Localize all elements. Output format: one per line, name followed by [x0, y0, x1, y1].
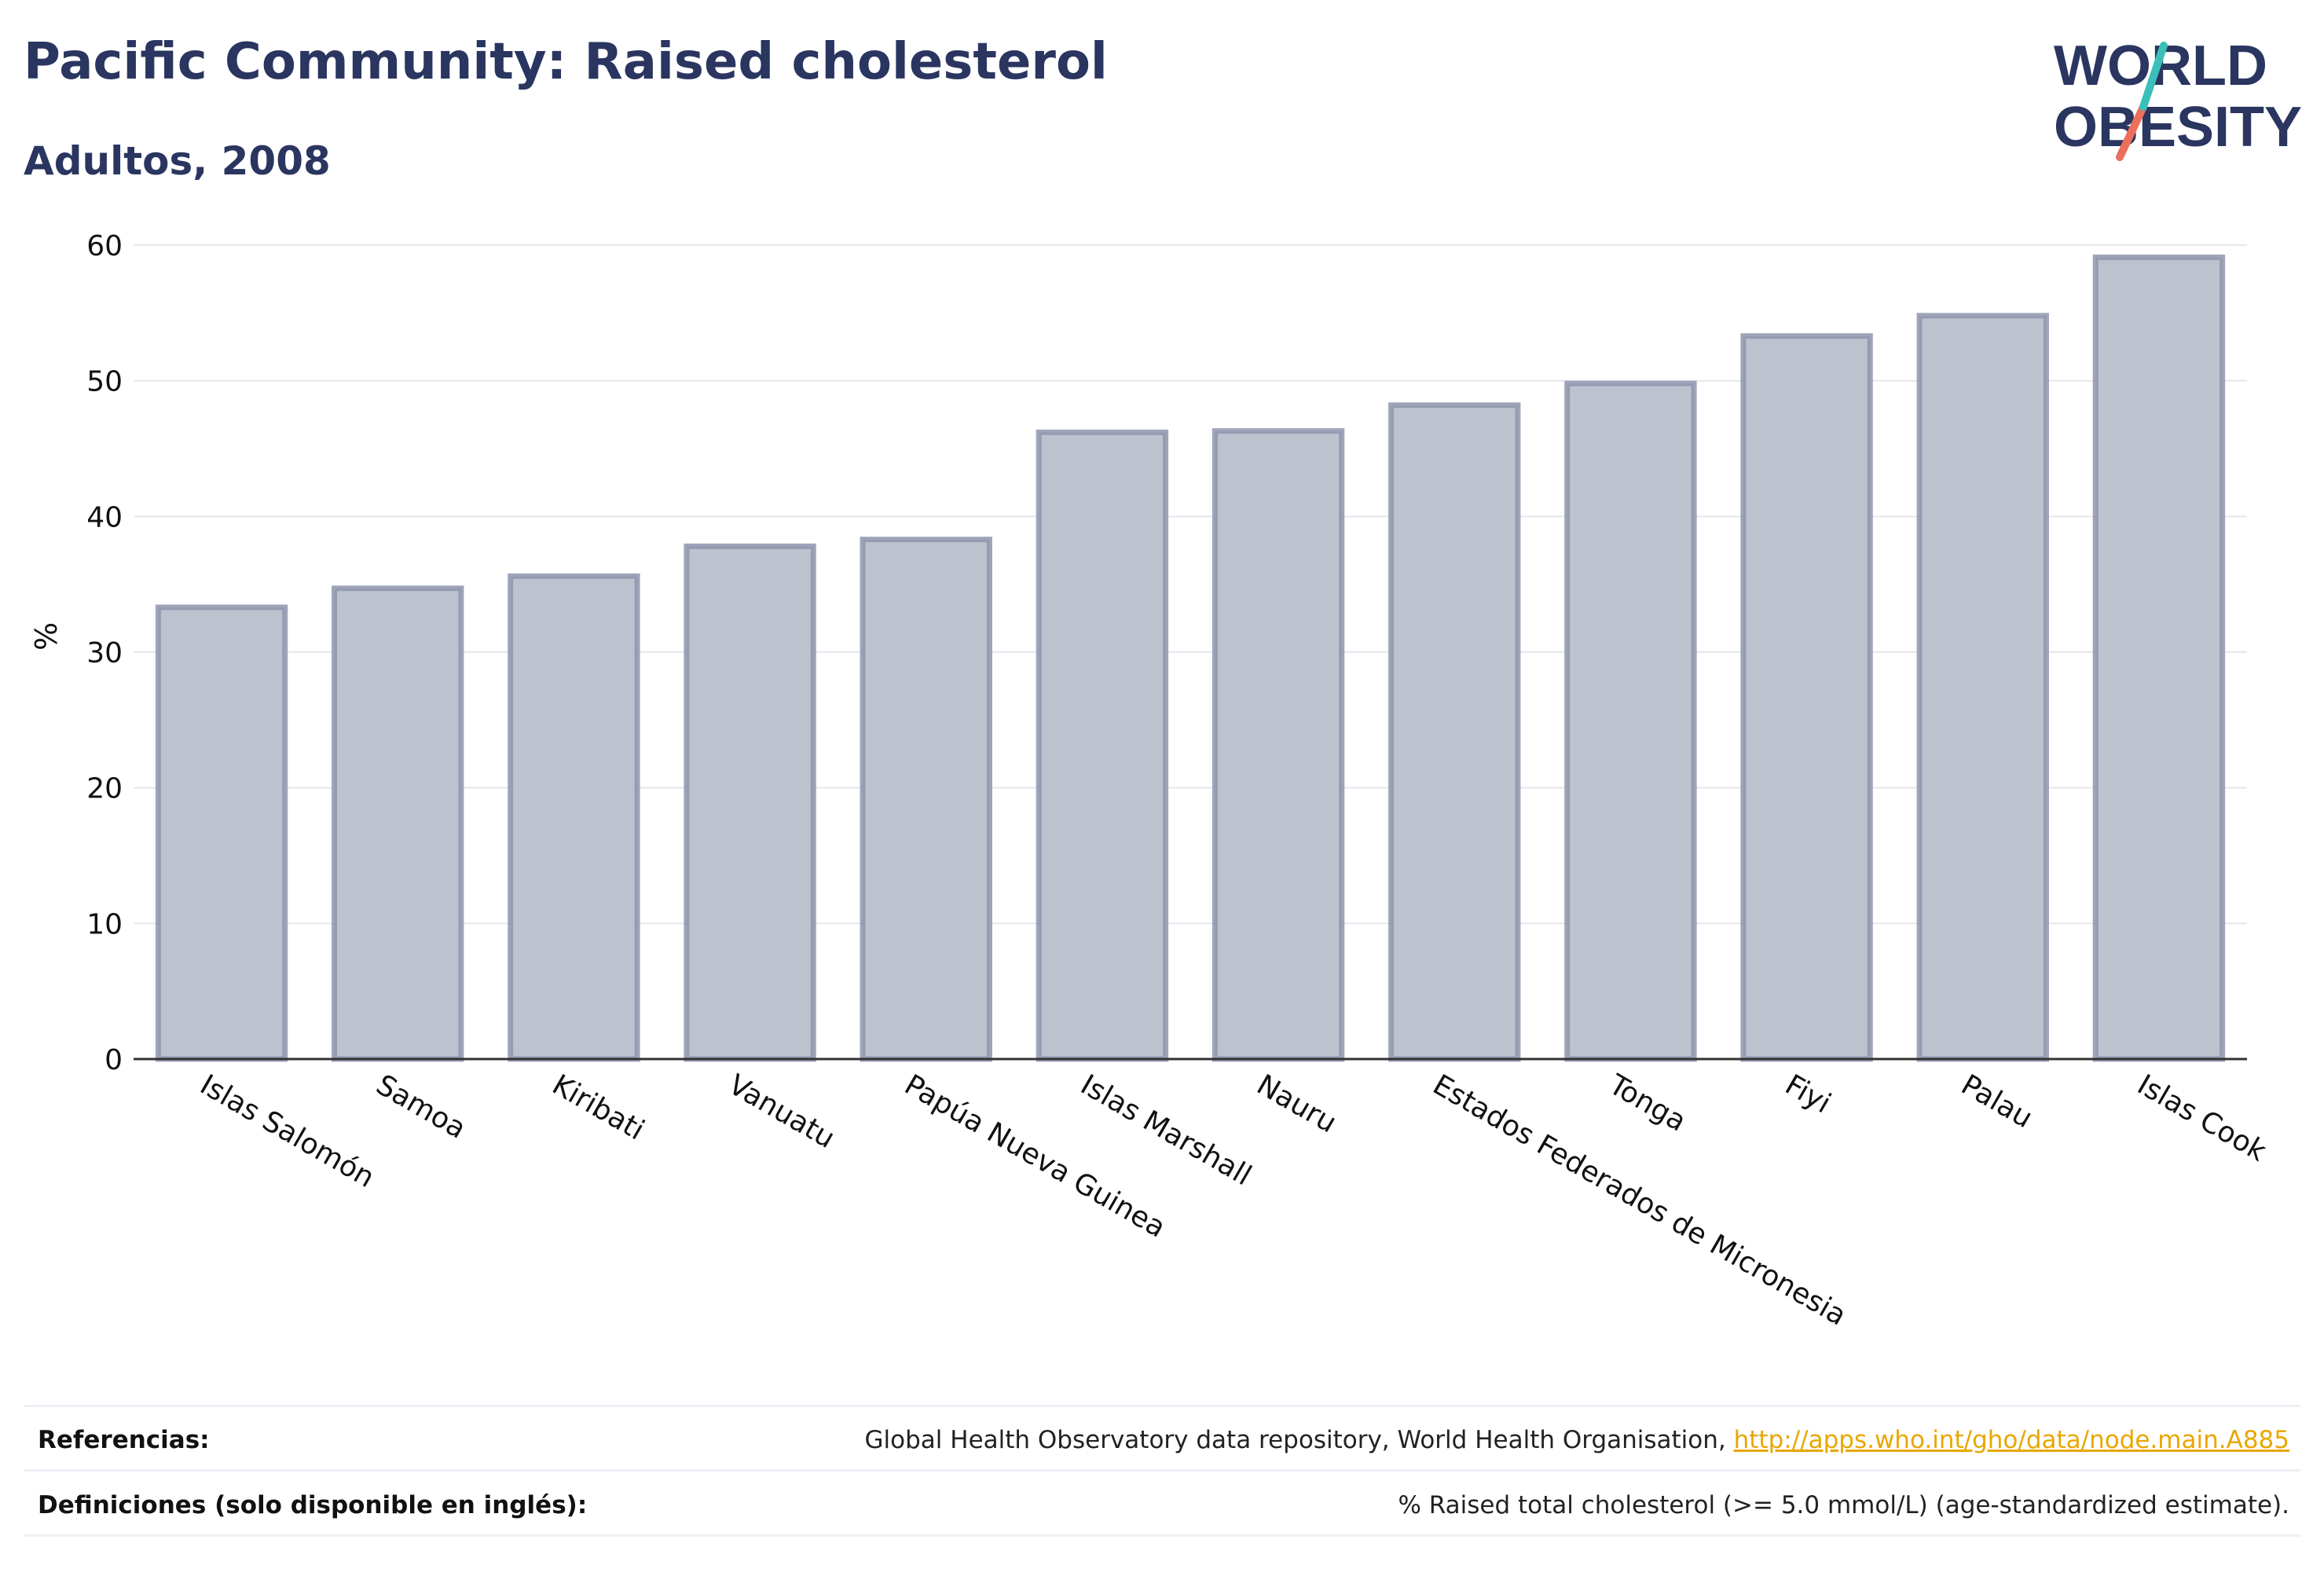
bar — [1211, 428, 1345, 1062]
footer-divider-top — [24, 1405, 2300, 1407]
y-tick-label: 0 — [104, 1044, 123, 1076]
x-tick-label: Vanuatu — [723, 1068, 840, 1155]
references-link[interactable]: http://apps.who.int/gho/data/node.main.A… — [1733, 1426, 2289, 1454]
bar — [1916, 313, 2049, 1062]
references-value: Global Health Observatory data repositor… — [865, 1426, 2289, 1454]
references-label: Referencias: — [38, 1426, 210, 1454]
y-axis-label: % — [29, 622, 64, 651]
definitions-label: Definiciones (solo disponible en inglés)… — [38, 1491, 588, 1519]
logo-line-2: OBESITY — [2054, 96, 2302, 159]
logo-slash-coral — [2116, 103, 2147, 161]
y-tick-label: 20 — [86, 773, 123, 805]
logo-slash-teal — [2139, 42, 2168, 111]
x-tick-label: Islas Salomón — [195, 1068, 380, 1194]
bar — [1740, 333, 1873, 1062]
y-tick-label: 30 — [86, 637, 123, 669]
y-tick-label: 10 — [86, 908, 123, 940]
world-obesity-logo: WORLD OBESITY — [2051, 28, 2302, 170]
x-tick-label: Islas Marshall — [1075, 1068, 1256, 1192]
page-subtitle: Adultos, 2008 — [24, 138, 331, 184]
bar — [508, 573, 640, 1062]
y-tick-label: 50 — [86, 366, 123, 398]
bar — [2092, 255, 2226, 1062]
gridlines — [134, 244, 2247, 925]
x-tick-label: Samoa — [371, 1068, 471, 1145]
references-text: Global Health Observatory data repositor… — [864, 1426, 1726, 1454]
bar — [684, 543, 816, 1062]
bar — [860, 537, 992, 1062]
definitions-value: % Raised total cholesterol (>= 5.0 mmol/… — [1398, 1491, 2289, 1519]
footer-divider-bottom — [24, 1534, 2300, 1537]
x-tick-label: Palau — [1956, 1068, 2038, 1134]
x-tick-label: Tonga — [1603, 1068, 1692, 1138]
logo-graphic: WORLD OBESITY — [2054, 35, 2302, 161]
bar — [332, 585, 464, 1062]
bar — [1036, 429, 1169, 1062]
bars — [155, 255, 2226, 1062]
x-tick-label: Nauru — [1252, 1068, 1342, 1139]
footer-divider-middle — [24, 1469, 2300, 1472]
bar — [1564, 380, 1697, 1062]
bar — [1388, 402, 1521, 1062]
bar — [155, 604, 288, 1062]
y-tick-label: 40 — [86, 501, 123, 533]
x-tick-label: Islas Cook — [2132, 1068, 2271, 1167]
x-tick-label: Kiribati — [547, 1068, 650, 1146]
y-tick-label: 60 — [86, 230, 123, 262]
x-tick-label: Fiyi — [1780, 1068, 1836, 1120]
page-title: Pacific Community: Raised cholesterol — [24, 33, 1108, 91]
